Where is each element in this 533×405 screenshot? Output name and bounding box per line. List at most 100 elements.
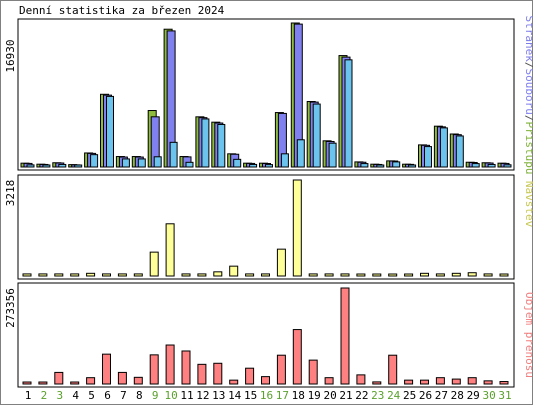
bar-Stránek-day-19: [312, 103, 321, 168]
x-tick-label: 4: [72, 389, 79, 402]
bar-Návštěv-day-25: [404, 273, 414, 277]
volume-max-label: 273356: [4, 288, 17, 328]
bar-Stránek-day-10: [169, 141, 178, 168]
bar-Návštěv-day-21: [340, 273, 350, 277]
bar-Stránek-day-14: [233, 158, 242, 168]
bar-Stránek-day-20: [328, 142, 337, 168]
x-tick-label: 21: [339, 389, 352, 402]
x-tick-label: 27: [435, 389, 448, 402]
bar-Stránek-day-1: [26, 164, 35, 168]
x-tick-label: 22: [355, 389, 368, 402]
hits-legend: Stránek/Souborů/Přístupů: [523, 16, 533, 175]
bar-Objem přenosu-day-4: [70, 381, 80, 385]
bar-Návštěv-day-23: [372, 273, 382, 277]
bar-Objem přenosu-day-28: [451, 378, 461, 385]
bar-Stránek-day-21: [344, 59, 353, 168]
bar-Návštěv-day-13: [213, 271, 223, 277]
bar-Návštěv-day-28: [451, 272, 461, 277]
bar-Návštěv-day-30: [483, 273, 493, 277]
bar-Návštěv-day-31: [499, 273, 509, 277]
legend-entry: /: [523, 115, 533, 122]
bar-Stránek-day-3: [58, 163, 67, 168]
x-tick-label: 20: [323, 389, 336, 402]
x-tick-label: 31: [498, 389, 511, 402]
bar-Návštěv-day-3: [54, 273, 64, 277]
bar-Návštěv-day-4: [70, 273, 80, 277]
bar-Stránek-day-28: [455, 135, 464, 168]
x-tick-label: 6: [104, 389, 111, 402]
x-tick-label: 8: [136, 389, 143, 402]
bar-Návštěv-day-14: [229, 265, 239, 277]
legend-entry: Objem přenosu: [523, 292, 533, 378]
bar-Objem přenosu-day-19: [308, 359, 318, 385]
bar-Návštěv-day-6: [102, 273, 111, 277]
bar-Návštěv-day-8: [133, 273, 143, 277]
bar-Návštěv-day-7: [117, 273, 127, 277]
x-tick-label: 14: [228, 389, 242, 402]
bar-Objem přenosu-day-20: [324, 377, 334, 385]
bar-Objem přenosu-day-16: [261, 376, 270, 385]
bar-Návštěv-day-11: [181, 273, 191, 277]
bar-Stránek-day-22: [360, 163, 369, 168]
bar-Objem přenosu-day-6: [102, 353, 111, 385]
x-tick-label: 7: [120, 389, 127, 402]
bar-Stránek-day-17: [280, 153, 289, 168]
bar-Objem přenosu-day-8: [133, 376, 143, 385]
x-tick-label: 13: [212, 389, 225, 402]
x-tick-label: 25: [403, 389, 416, 402]
bar-Stránek-day-12: [201, 118, 210, 168]
bar-Návštěv-day-5: [86, 272, 96, 277]
legend-entry: Přístupů: [523, 121, 533, 174]
bar-Stránek-day-15: [249, 163, 258, 168]
bar-Objem přenosu-day-13: [213, 362, 223, 385]
bar-Objem přenosu-day-1: [22, 381, 32, 385]
bar-Objem přenosu-day-15: [245, 367, 255, 385]
bar-Stránek-day-26: [424, 146, 432, 168]
bar-Stránek-day-9: [153, 156, 162, 168]
x-tick-label: 24: [387, 389, 401, 402]
bar-Stránek-day-18: [296, 139, 305, 168]
bar-Návštěv-day-12: [197, 273, 207, 277]
x-axis-labels: 1 2 3 4 5 6 7 8 9 10 11 12 13 14 15 16 17 18 19 20 21 22 23 24 2…: [25, 389, 512, 402]
x-tick-label: 9: [152, 389, 159, 402]
chart-title: Denní statistika za březen 2024: [19, 4, 225, 17]
visits-legend: Návštěv: [523, 181, 533, 228]
bar-Objem přenosu-day-10: [165, 344, 175, 385]
bar-Stránek-day-4: [74, 164, 83, 168]
bar-Návštěv-day-26: [420, 272, 429, 277]
bar-Stránek-day-29: [471, 163, 480, 168]
x-tick-label: 11: [180, 389, 193, 402]
bar-Stránek-day-11: [185, 161, 194, 168]
hits-max-label: 16930: [4, 39, 17, 72]
bar-Stránek-day-27: [439, 127, 448, 168]
bar-Návštěv-day-1: [22, 273, 32, 277]
bar-Stránek-day-2: [42, 164, 51, 168]
bar-Návštěv-day-19: [308, 273, 318, 277]
bar-Návštěv-day-15: [245, 273, 255, 277]
bar-Objem přenosu-day-21: [340, 287, 350, 385]
x-tick-label: 16: [260, 389, 273, 402]
bar-Objem přenosu-day-31: [499, 381, 509, 385]
bar-Stránek-day-7: [121, 158, 130, 168]
chart-bars: [20, 22, 512, 385]
visits-panel: [17, 174, 515, 280]
x-tick-label: 5: [88, 389, 95, 402]
bar-Stránek-day-6: [106, 95, 114, 168]
bar-Objem přenosu-day-3: [54, 371, 64, 385]
bar-Objem přenosu-day-26: [420, 379, 429, 385]
x-tick-label: 18: [292, 389, 305, 402]
bar-Stránek-day-13: [217, 123, 226, 168]
legend-entry: /: [523, 62, 533, 69]
x-tick-label: 28: [451, 389, 464, 402]
bar-Objem přenosu-day-23: [372, 381, 382, 385]
bar-Stránek-day-24: [392, 161, 401, 168]
volume-panel: [17, 282, 515, 388]
bar-Stránek-day-30: [487, 163, 496, 168]
bar-Objem přenosu-day-7: [117, 371, 127, 385]
bar-Objem přenosu-day-14: [229, 379, 239, 385]
bar-Návštěv-day-18: [292, 179, 302, 277]
bar-Objem přenosu-day-29: [467, 377, 477, 385]
x-tick-label: 19: [308, 389, 321, 402]
bar-Stránek-day-8: [137, 158, 146, 168]
bar-Návštěv-day-2: [38, 273, 48, 277]
